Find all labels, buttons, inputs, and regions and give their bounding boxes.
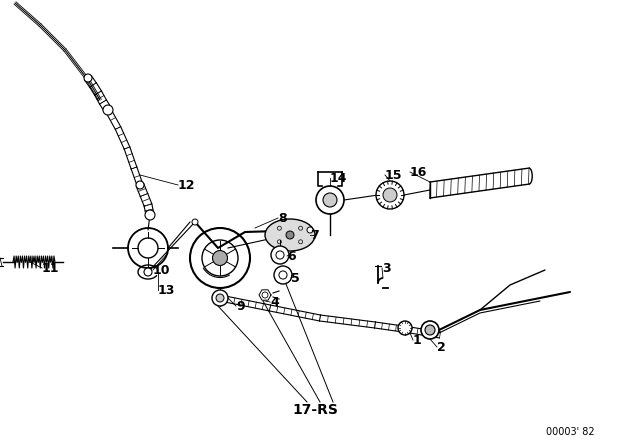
Text: 6: 6	[287, 250, 296, 263]
Circle shape	[144, 268, 152, 276]
Circle shape	[192, 219, 198, 225]
Circle shape	[323, 193, 337, 207]
Circle shape	[316, 186, 344, 214]
Circle shape	[271, 246, 289, 264]
Text: 5: 5	[291, 271, 300, 284]
Text: 12: 12	[178, 178, 195, 191]
Text: 4: 4	[270, 296, 279, 309]
Circle shape	[286, 231, 294, 239]
Circle shape	[216, 294, 224, 302]
Text: 11: 11	[42, 262, 60, 275]
Text: 00003' 82: 00003' 82	[547, 427, 595, 437]
Text: 2: 2	[437, 340, 445, 353]
Text: 3: 3	[382, 262, 390, 275]
Circle shape	[421, 321, 439, 339]
Text: 17-RS: 17-RS	[292, 403, 338, 417]
Text: 16: 16	[410, 165, 428, 178]
Text: 7: 7	[310, 228, 319, 241]
Text: 10: 10	[153, 263, 170, 276]
Circle shape	[145, 210, 155, 220]
Circle shape	[212, 250, 227, 266]
Text: 15: 15	[385, 168, 403, 181]
Circle shape	[376, 181, 404, 209]
Text: 9: 9	[236, 300, 244, 313]
Text: 1: 1	[413, 333, 422, 346]
Circle shape	[398, 321, 412, 335]
Text: 13: 13	[158, 284, 175, 297]
Text: 14: 14	[330, 172, 348, 185]
Circle shape	[103, 105, 113, 115]
Circle shape	[212, 290, 228, 306]
Circle shape	[425, 325, 435, 335]
Circle shape	[136, 181, 144, 189]
Circle shape	[84, 74, 92, 82]
Circle shape	[307, 227, 313, 233]
Circle shape	[274, 266, 292, 284]
Ellipse shape	[265, 219, 315, 251]
Circle shape	[383, 188, 397, 202]
Text: 8: 8	[278, 211, 287, 224]
